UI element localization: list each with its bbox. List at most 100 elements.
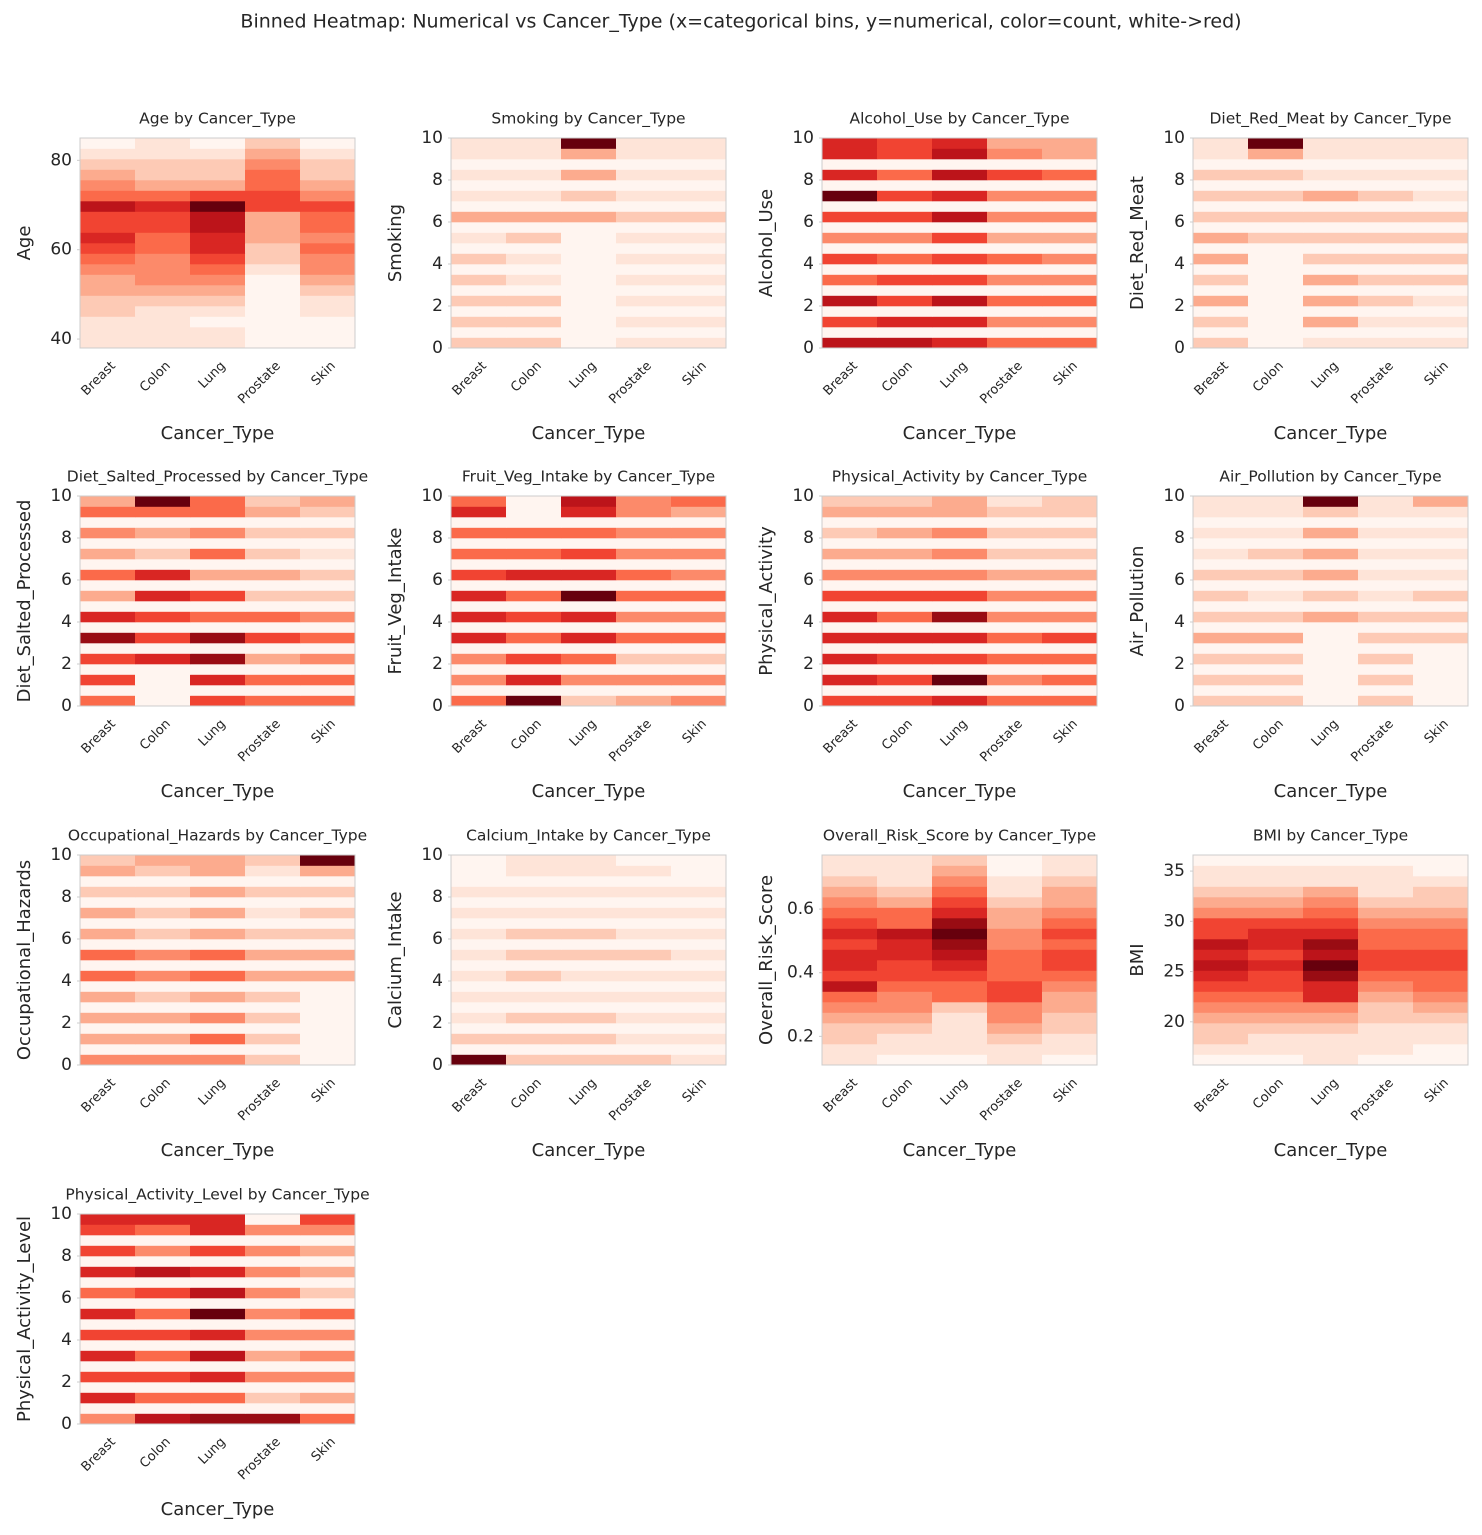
heat-cell (451, 538, 507, 549)
heat-cell (451, 253, 507, 265)
heat-cell (451, 201, 507, 212)
heat-cell (135, 527, 191, 539)
heat-cell (932, 337, 988, 349)
y-tick-label: 10 (421, 486, 443, 506)
heat-cell (300, 1319, 356, 1330)
heat-cell (561, 253, 617, 265)
y-tick-label: 6 (1174, 212, 1185, 232)
x-axis-label: Cancer_Type (1274, 423, 1388, 444)
heat-cell (135, 517, 191, 528)
heat-cell (1358, 337, 1414, 349)
heat-cell (561, 685, 617, 696)
heat-cell (190, 1033, 246, 1045)
heat-cell (932, 559, 988, 570)
heat-cell (300, 1054, 356, 1066)
heat-cell (1042, 232, 1098, 244)
y-tick-label: 4 (432, 971, 443, 991)
heat-cell (80, 611, 136, 623)
heat-cell (451, 1033, 507, 1045)
heat-cell (190, 211, 246, 223)
heat-cell (1193, 611, 1249, 623)
heat-cell (932, 907, 988, 919)
heat-cell (932, 611, 988, 623)
plot-title: Air_Pollution by Cancer_Type (1219, 468, 1441, 487)
heat-cell (987, 1054, 1043, 1066)
heat-cell (987, 559, 1043, 570)
heat-cell (1193, 1054, 1249, 1066)
heat-cell (1413, 1023, 1469, 1034)
heat-cell (932, 148, 988, 160)
heat-cell (1193, 876, 1249, 887)
heat-cell (506, 653, 562, 665)
heat-cell (671, 674, 727, 686)
heat-cell (245, 211, 301, 223)
heat-cell (135, 1392, 191, 1404)
heat-cell (1413, 886, 1469, 898)
heat-cell (506, 180, 562, 191)
heat-cell (822, 1023, 878, 1034)
heat-cell (135, 1023, 191, 1034)
heat-cell (135, 949, 191, 961)
x-tick-label: Skin (680, 359, 710, 389)
heat-cell (1042, 928, 1098, 940)
heat-cell (190, 1224, 246, 1236)
y-axis-label: BMI (1127, 943, 1148, 976)
heat-cell (671, 590, 727, 602)
heat-cell (135, 1403, 191, 1414)
heat-cell (1413, 601, 1469, 612)
heat-cell (300, 1371, 356, 1383)
heat-cell (1303, 190, 1359, 202)
y-tick-label: 2 (1174, 296, 1185, 316)
heat-cell (80, 590, 136, 602)
heat-cell (506, 886, 562, 898)
heat-cell (1358, 496, 1414, 507)
heat-cell (506, 664, 562, 675)
heat-cell (506, 159, 562, 170)
heat-cell (561, 991, 617, 1003)
heat-cell (300, 274, 356, 286)
heat-cell (1303, 211, 1359, 223)
heat-cell (1193, 1044, 1249, 1055)
heat-cell (1413, 1002, 1469, 1013)
heat-cell (190, 1308, 246, 1320)
heat-cell (671, 855, 727, 866)
heat-cell (245, 138, 301, 149)
heat-cell (1042, 1002, 1098, 1013)
heat-cell (1358, 928, 1414, 940)
heat-cell (190, 855, 246, 866)
heat-cell (135, 632, 191, 644)
y-tick-label: 20 (1163, 1012, 1185, 1032)
heat-cell (506, 569, 562, 581)
heat-cell (1413, 180, 1469, 191)
heat-cell (616, 527, 672, 539)
heat-cell (451, 590, 507, 602)
heat-cell (1358, 538, 1414, 549)
heat-cell (1248, 664, 1304, 675)
heat-cell (561, 517, 617, 528)
heat-cell (561, 1012, 617, 1024)
heat-cell (1193, 306, 1249, 317)
heat-cell (1358, 148, 1414, 160)
heat-cell (80, 180, 136, 191)
heat-cell (877, 222, 933, 233)
heat-cell (300, 506, 356, 518)
heat-cell (877, 907, 933, 919)
heat-cell (135, 685, 191, 696)
heat-cell (451, 548, 507, 560)
heat-cell (561, 180, 617, 191)
heat-cell (506, 1033, 562, 1045)
heat-cell (1413, 622, 1469, 633)
heat-cell (451, 939, 507, 950)
heat-cell (80, 970, 136, 982)
x-axis-label: Cancer_Type (903, 1140, 1017, 1161)
heat-cell (932, 517, 988, 528)
heat-cell (1303, 159, 1359, 170)
heat-cell (932, 939, 988, 950)
heat-cell (1413, 928, 1469, 940)
heat-cell (300, 1361, 356, 1372)
heat-cell (561, 601, 617, 612)
heat-cell (1358, 548, 1414, 560)
heat-cell (1248, 622, 1304, 633)
heat-cell (245, 664, 301, 675)
